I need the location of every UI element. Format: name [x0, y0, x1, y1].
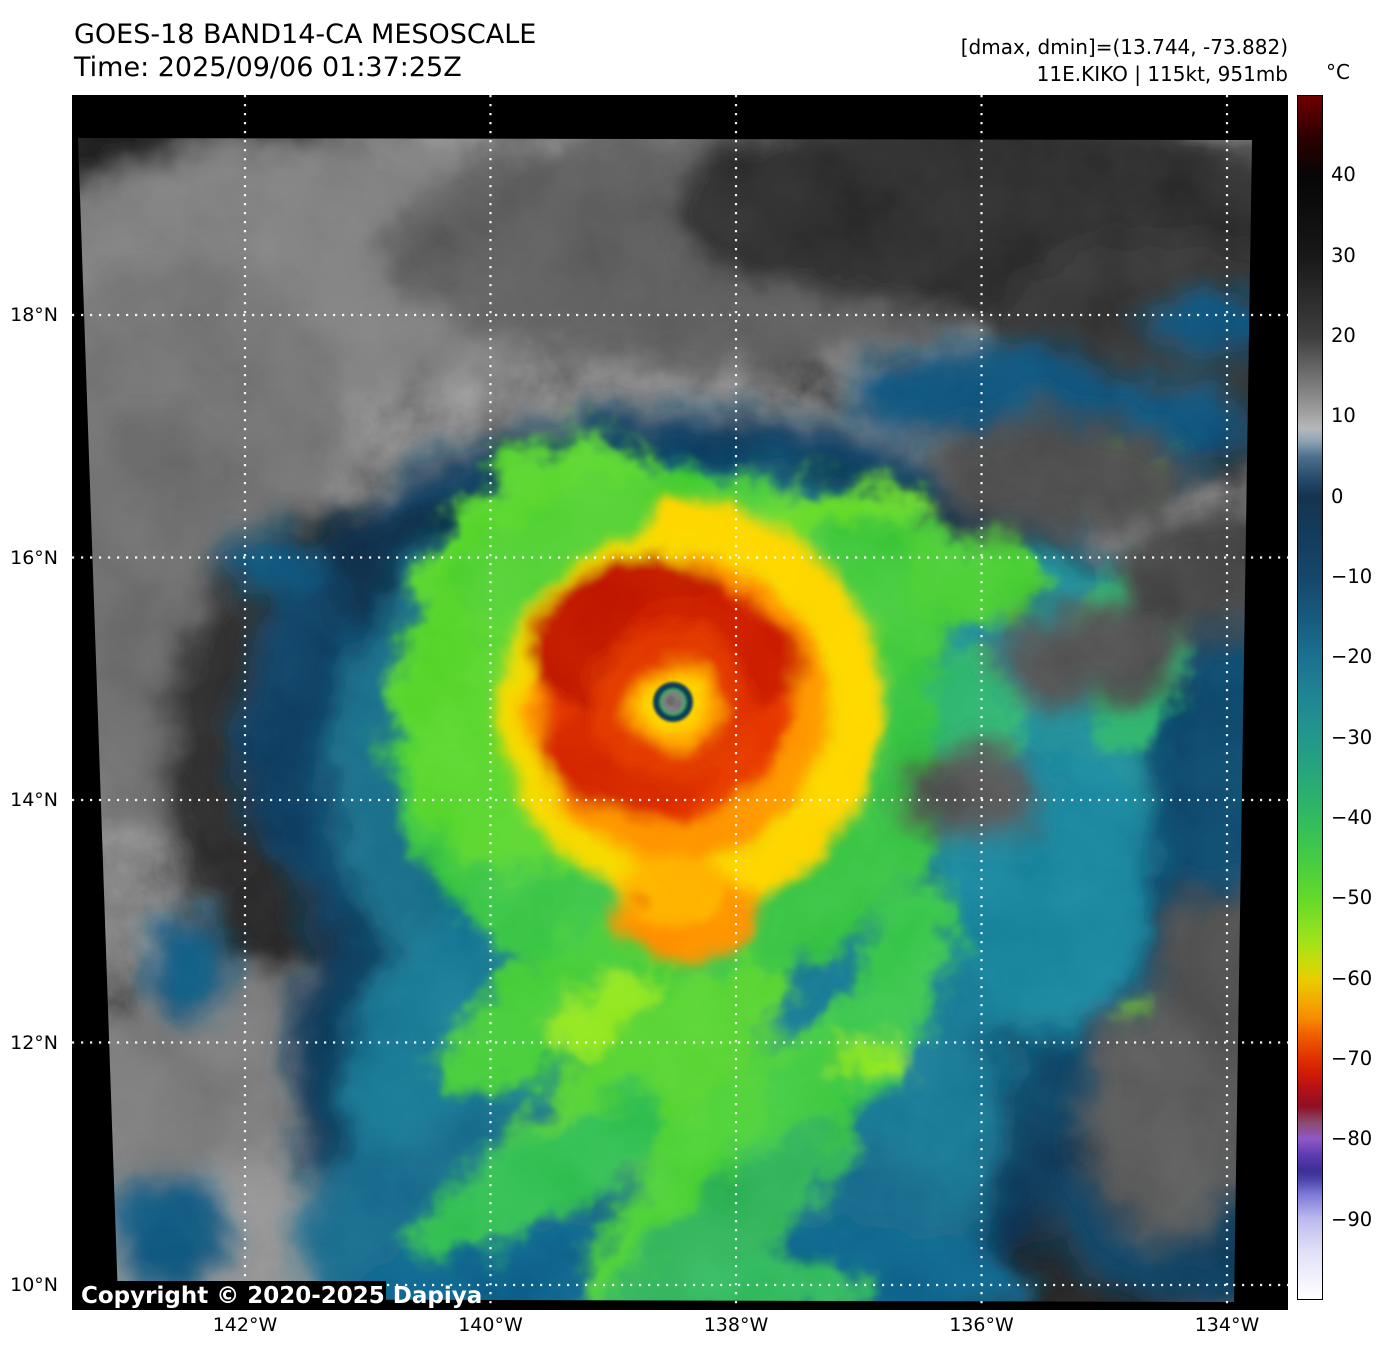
lon-tick-label: 142°W: [212, 1314, 278, 1336]
colorbar-tick-label: 10: [1331, 404, 1356, 428]
copyright-banner: Copyright © 2020-2025 Dapiya: [72, 1281, 482, 1310]
colorbar-tick-label: −20: [1331, 645, 1373, 669]
copyright-text: Copyright © 2020-2025 Dapiya: [81, 1283, 482, 1309]
colorbar-tick-label: −30: [1331, 725, 1373, 749]
lat-tick-label: 10°N: [10, 1274, 58, 1296]
lon-tick-label: 140°W: [458, 1314, 523, 1336]
map-plot-area: Copyright © 2020-2025 Dapiya: [72, 95, 1288, 1310]
colorbar-tick-label: −90: [1331, 1207, 1373, 1231]
lat-tick-label: 18°N: [10, 304, 58, 326]
lon-tick-label: 134°W: [1194, 1314, 1260, 1336]
colorbar-tick-label: 20: [1331, 324, 1356, 348]
satellite-image: Copyright © 2020-2025 Dapiya: [72, 95, 1288, 1310]
annotation-block: [dmax, dmin]=(13.744, -73.882) 11E.KIKO …: [961, 34, 1288, 88]
hurricane-eye: [653, 682, 693, 722]
colorbar-tick-label: −10: [1331, 565, 1373, 589]
page-title: GOES-18 BAND14-CA MESOSCALE: [74, 19, 537, 50]
lat-tick-label: 14°N: [10, 789, 58, 811]
colorbar-tick-label: 40: [1331, 163, 1356, 187]
colorbar-tick-label: 0: [1331, 484, 1344, 508]
title-block: GOES-18 BAND14-CA MESOSCALE Time: 2025/0…: [74, 18, 536, 84]
lon-tick-label: 136°W: [949, 1314, 1014, 1336]
colorbar-tick-label: −80: [1331, 1127, 1373, 1151]
colorbar-tick-label: −60: [1331, 966, 1373, 990]
annotation-dmax-dmin: [dmax, dmin]=(13.744, -73.882): [960, 35, 1288, 59]
colorbar-tick-label: −70: [1331, 1047, 1373, 1071]
longitude-tick-labels: 142°W 140°W 138°W 136°W 134°W: [72, 1314, 1288, 1340]
lat-tick-label: 16°N: [10, 546, 58, 569]
colorbar-tick-labels: 40 30 20 10 0 −10 −20 −30 −40 −50 −60 −70 −80 −90: [1331, 95, 1389, 1300]
colorbar-tick-label: −50: [1331, 886, 1373, 910]
colorbar-tick-label: −40: [1331, 806, 1373, 830]
colorbar: [1297, 95, 1323, 1300]
timestamp: Time: 2025/09/06 01:37:25Z: [74, 52, 462, 83]
colorbar-unit-label: °C: [1326, 60, 1350, 84]
annotation-storm-info: 11E.KIKO | 115kt, 951mb: [1036, 62, 1288, 86]
satellite-swath: [78, 138, 1252, 1302]
colorbar-tick-label: 30: [1331, 243, 1356, 267]
latitude-tick-labels: 18°N 16°N 14°N 12°N 10°N: [0, 95, 62, 1310]
lon-tick-label: 138°W: [703, 1314, 769, 1336]
lat-tick-label: 12°N: [10, 1031, 58, 1054]
